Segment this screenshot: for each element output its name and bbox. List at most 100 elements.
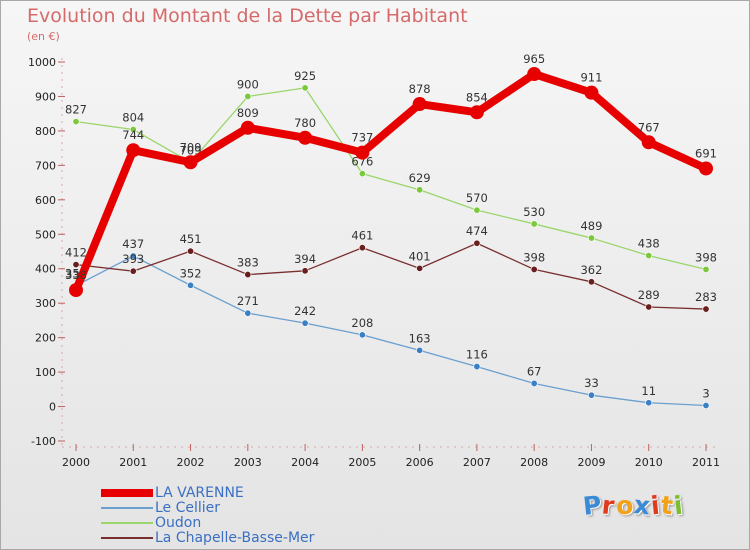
x-tick-label: 2009 bbox=[577, 456, 605, 469]
data-point bbox=[530, 220, 538, 228]
data-label: 11 bbox=[641, 384, 656, 398]
chart-title: Evolution du Montant de la Dette par Hab… bbox=[27, 5, 468, 27]
x-tick-label: 2000 bbox=[62, 456, 90, 469]
data-label: 33 bbox=[584, 376, 599, 390]
data-point bbox=[244, 271, 252, 279]
y-tick-label: 600 bbox=[35, 194, 56, 207]
data-label: 283 bbox=[695, 290, 717, 304]
legend-swatch bbox=[101, 489, 153, 497]
legend-swatch bbox=[101, 522, 153, 524]
data-point bbox=[699, 161, 713, 176]
y-tick-label: 500 bbox=[35, 228, 56, 241]
data-label: 163 bbox=[409, 331, 431, 345]
data-point bbox=[587, 234, 595, 242]
y-tick-label: 800 bbox=[35, 125, 56, 138]
y-tick-label: 200 bbox=[35, 332, 56, 345]
data-point bbox=[72, 118, 80, 126]
data-point bbox=[584, 85, 599, 100]
x-tick-label: 2008 bbox=[520, 456, 548, 469]
data-label: 401 bbox=[409, 249, 431, 263]
data-label: 827 bbox=[65, 103, 87, 117]
data-label: 338 bbox=[65, 268, 87, 282]
data-label: 451 bbox=[180, 232, 202, 246]
data-label: 709 bbox=[180, 143, 202, 157]
data-point bbox=[183, 155, 198, 170]
data-label: 398 bbox=[695, 250, 717, 264]
data-point bbox=[187, 281, 195, 289]
data-label: 394 bbox=[294, 252, 316, 266]
data-label: 744 bbox=[122, 128, 144, 142]
legend-swatch bbox=[101, 537, 153, 539]
data-label: 438 bbox=[638, 237, 660, 251]
data-label: 691 bbox=[695, 146, 717, 160]
series-oudon: 827 804 709 900 925 676 629 570 530 489 438 398 bbox=[65, 69, 717, 273]
x-tick-label: 2001 bbox=[119, 456, 147, 469]
legend-label: LA VARENNE bbox=[155, 485, 244, 501]
data-label: 3 bbox=[702, 387, 709, 401]
proxiti-logo: Proxiti bbox=[582, 490, 685, 521]
data-label: 474 bbox=[466, 224, 488, 238]
data-label: 289 bbox=[638, 288, 660, 302]
x-tick-label: 2002 bbox=[177, 456, 205, 469]
data-point bbox=[527, 67, 542, 82]
data-label: 878 bbox=[409, 82, 431, 96]
data-label: 242 bbox=[294, 304, 316, 318]
series-line bbox=[75, 255, 707, 407]
x-tick-label: 2006 bbox=[406, 456, 434, 469]
data-label: 208 bbox=[351, 316, 373, 330]
data-label: 530 bbox=[523, 205, 545, 219]
data-point bbox=[645, 303, 653, 311]
data-label: 489 bbox=[580, 219, 602, 233]
data-point bbox=[69, 283, 83, 298]
data-point bbox=[469, 105, 484, 120]
data-label: 67 bbox=[527, 364, 542, 378]
x-tick-label: 2010 bbox=[635, 456, 663, 469]
data-point bbox=[645, 399, 653, 407]
data-label: 925 bbox=[294, 69, 316, 83]
data-point bbox=[587, 278, 595, 286]
data-point bbox=[240, 120, 255, 135]
data-point bbox=[129, 267, 137, 275]
y-tick-label: 0 bbox=[49, 401, 56, 414]
data-point bbox=[72, 261, 80, 269]
x-tick-label: 2011 bbox=[692, 456, 720, 469]
data-point bbox=[641, 135, 656, 150]
y-tick-label: 400 bbox=[35, 263, 56, 276]
data-point bbox=[473, 239, 481, 247]
data-point bbox=[126, 143, 141, 158]
data-point bbox=[416, 264, 424, 272]
data-point bbox=[702, 305, 710, 313]
data-point bbox=[702, 265, 710, 273]
data-label: 809 bbox=[237, 106, 259, 120]
data-point bbox=[416, 346, 424, 354]
data-point bbox=[298, 130, 313, 145]
y-tick-label: 700 bbox=[35, 159, 56, 172]
data-point bbox=[587, 391, 595, 399]
chart-subtitle: (en €) bbox=[27, 30, 60, 43]
data-label: 900 bbox=[237, 77, 259, 91]
data-point bbox=[530, 265, 538, 273]
legend-label: La Chapelle-Basse-Mer bbox=[155, 530, 315, 546]
data-label: 737 bbox=[351, 131, 373, 145]
legend-label: Le Cellier bbox=[155, 500, 221, 516]
data-label: 461 bbox=[351, 229, 373, 243]
data-point bbox=[301, 267, 309, 275]
series-line bbox=[72, 70, 710, 295]
data-label: 965 bbox=[523, 52, 545, 66]
data-label: 676 bbox=[351, 155, 373, 169]
data-label: 437 bbox=[122, 237, 144, 251]
data-label: 352 bbox=[180, 266, 202, 280]
series-la-chapelle-basse-mer: 412 393 451 383 394 461 401 474 398 362 289 283 bbox=[65, 224, 717, 313]
data-label: 383 bbox=[237, 256, 259, 270]
x-tick-label: 2004 bbox=[291, 456, 319, 469]
y-tick-label: -100 bbox=[31, 435, 56, 448]
data-point bbox=[187, 247, 195, 255]
data-label: 911 bbox=[580, 71, 602, 85]
data-point bbox=[416, 186, 424, 194]
series-la-varenne: 338 744 709 809 780 737 878 854 965 911 767 691 bbox=[65, 52, 717, 298]
data-label: 412 bbox=[65, 246, 87, 260]
data-point bbox=[355, 145, 370, 160]
x-tick-label: 2003 bbox=[234, 456, 262, 469]
